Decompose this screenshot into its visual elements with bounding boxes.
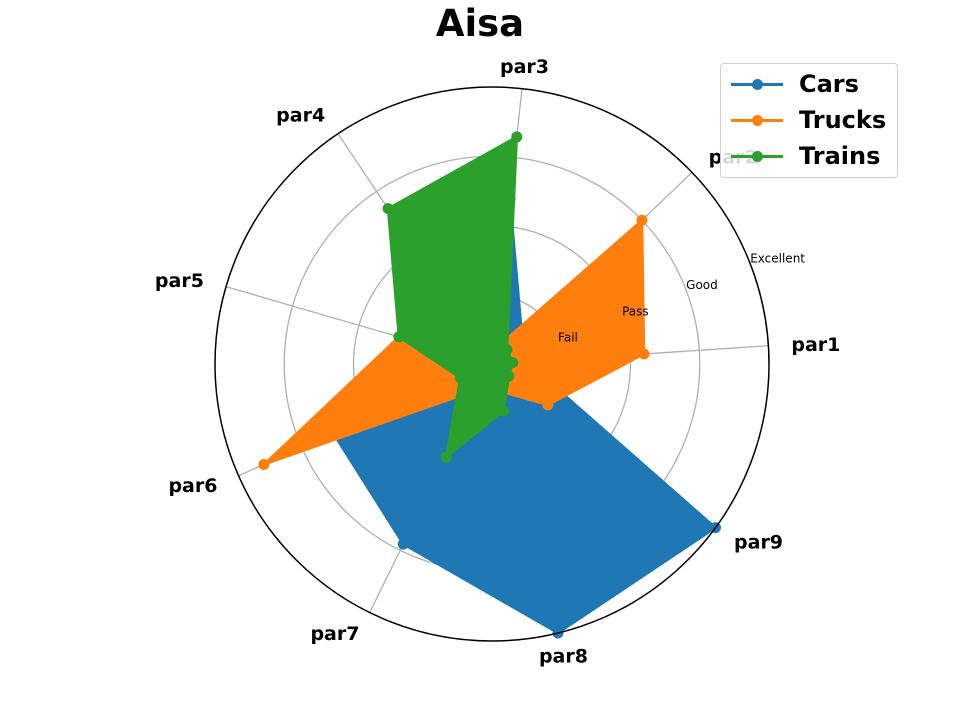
legend-label-trains: Trains <box>799 142 881 170</box>
point-trains-par1 <box>507 357 519 369</box>
radial-tick-label: Good <box>686 278 718 292</box>
point-trains-par5 <box>393 331 405 343</box>
category-label: par9 <box>734 531 783 553</box>
point-trains-par3 <box>511 131 523 143</box>
point-trucks-par6 <box>258 459 270 471</box>
point-trains-par7 <box>440 451 452 463</box>
point-trains-par2 <box>501 344 513 356</box>
radial-tick-label: Fail <box>558 331 578 345</box>
series-line-trucks <box>262 219 646 466</box>
category-label: par3 <box>500 56 549 78</box>
radial-tick-label: Pass <box>622 304 649 318</box>
point-trains-par8 <box>498 405 510 417</box>
category-label: par7 <box>310 623 359 645</box>
category-label: par5 <box>155 270 204 292</box>
chart-legend: Cars Trucks Trains <box>720 63 898 178</box>
series-fill-cars <box>333 198 716 634</box>
legend-marker-trains <box>729 139 785 173</box>
point-trucks-par9 <box>542 399 554 411</box>
point-trains-par4 <box>382 203 394 215</box>
chart-title: Aisa <box>435 2 525 45</box>
point-trucks-par2 <box>636 214 648 226</box>
radial-tick-label: Excellent <box>750 252 805 266</box>
category-label: par1 <box>791 334 840 356</box>
radar-series <box>258 131 721 639</box>
point-trains-par9 <box>503 370 515 382</box>
legend-item-trucks: Trucks <box>729 103 886 137</box>
legend-item-cars: Cars <box>729 67 859 101</box>
point-cars-par7 <box>397 538 409 550</box>
outer-frame <box>214 86 770 642</box>
series-fill-trains <box>388 136 517 458</box>
point-trains-par6 <box>454 372 466 384</box>
series-line-trains <box>386 135 519 459</box>
category-label: par4 <box>276 105 325 127</box>
point-trucks-par1 <box>638 348 650 360</box>
legend-label-trucks: Trucks <box>799 106 887 134</box>
legend-marker-trucks <box>729 103 785 137</box>
category-label: par8 <box>539 645 588 667</box>
legend-label-cars: Cars <box>799 70 859 98</box>
legend-marker-cars <box>729 67 785 101</box>
legend-item-trains: Trains <box>729 139 880 173</box>
category-label: par6 <box>168 475 217 497</box>
